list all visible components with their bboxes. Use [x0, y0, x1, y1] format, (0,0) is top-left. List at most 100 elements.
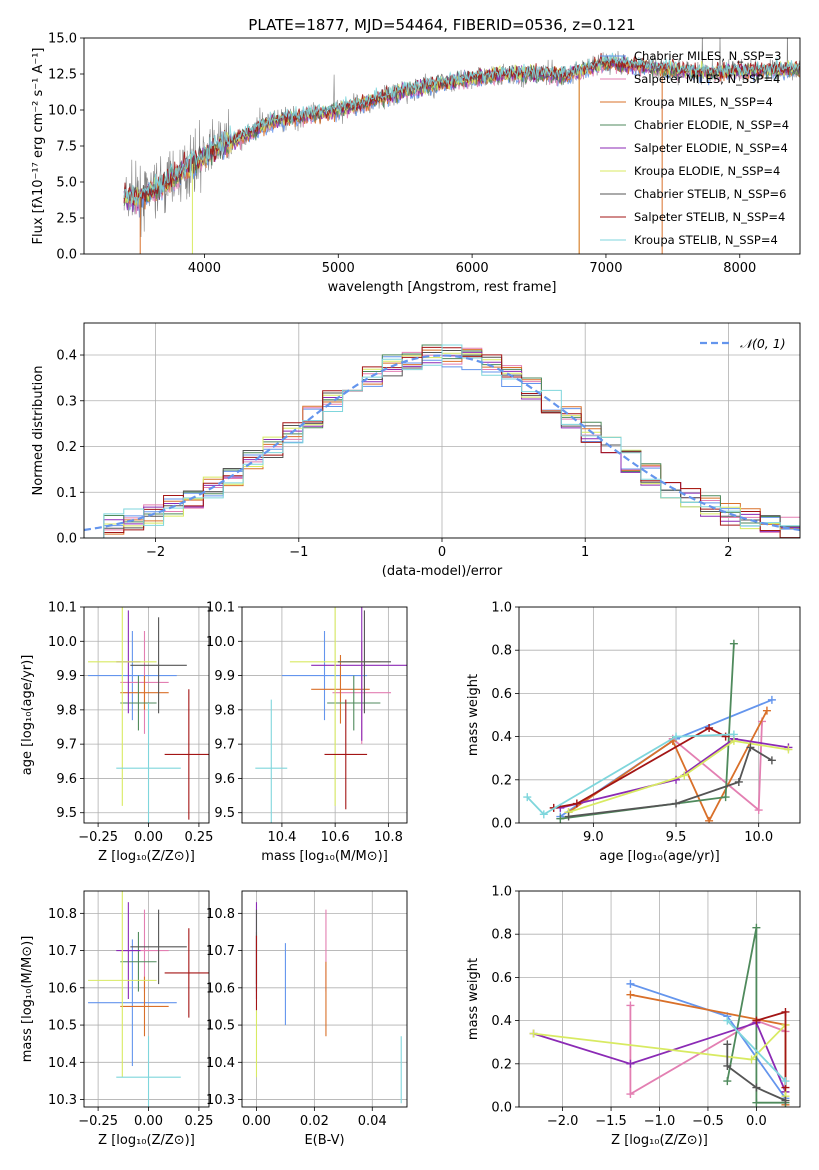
weight-series-line — [726, 1019, 787, 1082]
weight-point-marker — [626, 1090, 635, 1099]
x-axis-label: age [log₁₀(age/yr)] — [599, 849, 720, 864]
y-tick-label: 0.0 — [56, 532, 77, 547]
y-tick-label: 10.6 — [206, 981, 235, 996]
panel-age-vs-Z: −0.25 0.00 0.25 9.5 9.6 9.7 9.8 9.9 10.0 10.1 Z [l… — [20, 601, 213, 865]
chart-title: PLATE=1877, MJD=54464, FIBERID=0536, z=0… — [248, 16, 635, 34]
y-tick-label: 9.7 — [56, 738, 77, 753]
weight-series-line — [726, 1044, 786, 1102]
weight-series-line — [629, 1005, 786, 1096]
x-tick-label: 2 — [724, 545, 732, 560]
weight-point-marker — [723, 1061, 732, 1070]
x-tick-label: 10.4 — [267, 830, 296, 845]
weight-point-marker — [784, 745, 793, 754]
y-tick-label: 0.6 — [491, 971, 512, 986]
x-axis-label: mass [log₁₀(M/M⊙)] — [261, 849, 388, 864]
plot-area — [84, 323, 800, 538]
weight-series-line — [568, 710, 768, 823]
panel-weight-vs-age: 9.0 9.5 10.0 0.0 0.2 0.4 0.6 0.8 1.0 age [log₁₀(a… — [466, 601, 801, 864]
panel-mass-vs-Z: −0.25 0.00 0.25 10.3 10.4 10.5 10.6 10.7 10.8 Z [… — [20, 890, 213, 1148]
weight-point-marker — [781, 1007, 790, 1016]
y-tick-label: 9.9 — [56, 669, 77, 684]
weight-point-marker — [752, 1083, 761, 1092]
y-tick-label: 10.5 — [206, 1019, 235, 1034]
y-tick-label: 10.1 — [48, 601, 77, 616]
y-tick-label: 10.6 — [48, 981, 77, 996]
x-tick-label: 0.25 — [184, 1114, 213, 1129]
weight-point-marker — [626, 979, 635, 988]
weight-series-line — [553, 726, 727, 809]
plot-area — [123, 38, 800, 254]
y-tick-label: 7.5 — [56, 140, 77, 155]
axes-frame — [518, 606, 801, 824]
legend-entry: Chabrier STELIB, N_SSP=6 — [634, 187, 786, 201]
weight-series-line — [559, 699, 773, 818]
panel-age-vs-mass: 10.4 10.6 10.8 9.5 9.6 9.7 9.8 9.9 10.0 10.1 mass … — [206, 601, 408, 864]
y-tick-label: 0.3 — [56, 394, 77, 409]
y-tick-label: 9.6 — [214, 772, 235, 787]
weight-series-line — [560, 737, 789, 809]
x-tick-label: 8000 — [723, 261, 756, 276]
x-tick-label: 7000 — [589, 261, 622, 276]
x-tick-label: 0.00 — [134, 830, 163, 845]
legend-entry: Kroupa ELODIE, N_SSP=4 — [634, 164, 780, 178]
x-tick-label: 0.25 — [184, 830, 213, 845]
y-tick-label: 0.6 — [491, 687, 512, 702]
y-axis-label: Flux [fλ10⁻¹⁷ erg cm⁻² s⁻¹ A⁻¹] — [31, 48, 46, 245]
legend-entry: Salpeter MILES, N_SSP=4 — [634, 72, 780, 86]
y-tick-label: 12.5 — [48, 68, 77, 83]
weight-point-marker — [747, 1055, 756, 1064]
y-tick-label: 0.4 — [491, 1014, 512, 1029]
weight-point-marker — [746, 743, 755, 752]
weight-point-marker — [626, 1059, 635, 1068]
axes-frame — [83, 37, 801, 255]
x-tick-label: 10.8 — [374, 830, 403, 845]
x-tick-label: 0.02 — [300, 1114, 329, 1129]
x-tick-label: 0.04 — [358, 1114, 387, 1129]
weight-point-marker — [705, 723, 714, 732]
y-tick-label: 10.8 — [206, 907, 235, 922]
weight-point-marker — [752, 923, 761, 932]
legend-entry: Salpeter STELIB, N_SSP=4 — [634, 210, 785, 224]
y-tick-label: 10.3 — [206, 1093, 235, 1108]
normal-reference-curve — [84, 354, 800, 532]
y-tick-label: 0.0 — [491, 1101, 512, 1116]
weight-point-marker — [767, 695, 776, 704]
weight-point-marker — [721, 793, 730, 802]
y-axis-label: mass weight — [466, 958, 481, 1040]
legend-entry: Kroupa MILES, N_SSP=4 — [634, 95, 773, 109]
weight-point-marker — [734, 777, 743, 786]
weight-point-marker — [672, 799, 681, 808]
y-tick-label: 9.9 — [214, 669, 235, 684]
weight-point-marker — [767, 756, 776, 765]
panel-spectrum: 4000 5000 6000 7000 8000 0.0 2.5 5.0 7.5 10.0 12.5… — [31, 16, 801, 295]
x-tick-label: −0.25 — [78, 1114, 118, 1129]
axes-frame — [83, 322, 801, 539]
weight-point-marker — [729, 639, 738, 648]
panel-weight-vs-Z: −2.0 −1.5 −1.0 −0.5 0.0 0.0 0.2 0.4 0.6 0.8 1.0 Z [… — [466, 885, 801, 1148]
legend-entry: Kroupa STELIB, N_SSP=4 — [634, 233, 778, 247]
y-tick-label: 0.2 — [491, 773, 512, 788]
panel-residuals: −2 −1 0 1 2 0.0 0.1 0.2 0.3 0.4 (data-model)/error… — [31, 322, 801, 579]
axes-frame — [83, 606, 210, 824]
y-tick-label: 9.6 — [56, 772, 77, 787]
y-tick-label: 0.0 — [491, 817, 512, 832]
weight-point-marker — [729, 730, 738, 739]
weight-point-marker — [781, 1096, 790, 1105]
y-tick-label: 10.0 — [48, 104, 77, 119]
legend-entry: Salpeter ELODIE, N_SSP=4 — [634, 141, 788, 155]
weight-series-line — [526, 733, 734, 816]
x-tick-label: −1.0 — [644, 1114, 676, 1129]
model-spectrum-line — [123, 52, 800, 207]
x-axis-label: Z [log₁₀(Z/Z⊙)] — [611, 1133, 708, 1148]
y-tick-label: 9.7 — [214, 738, 235, 753]
x-axis-label: (data-model)/error — [382, 564, 503, 579]
x-tick-label: 5000 — [322, 261, 355, 276]
x-tick-label: 9.5 — [666, 830, 687, 845]
x-tick-label: −0.5 — [692, 1114, 724, 1129]
y-tick-label: 1.0 — [491, 601, 512, 616]
weight-point-marker — [564, 812, 573, 821]
weight-point-marker — [529, 1029, 538, 1038]
y-tick-label: 1.0 — [491, 885, 512, 900]
histogram-series — [84, 344, 800, 538]
